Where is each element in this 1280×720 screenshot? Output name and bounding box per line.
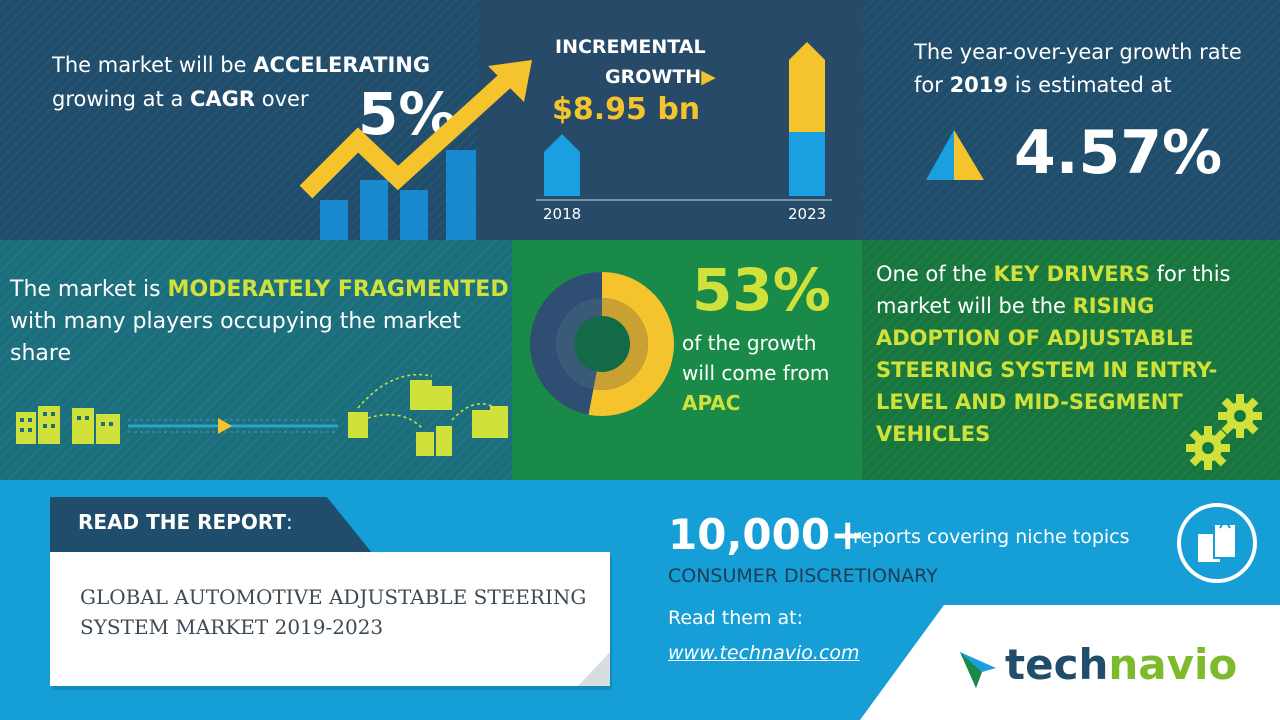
report-card[interactable] bbox=[50, 552, 610, 686]
year-2023-label: 2023 bbox=[788, 205, 827, 223]
region-text: of the growth will come from APAC bbox=[682, 328, 852, 418]
region-caption: of the growth will come from bbox=[682, 331, 830, 385]
growth-arrow-icon bbox=[300, 60, 532, 240]
triangle-icon bbox=[926, 130, 984, 180]
logo-banner bbox=[860, 605, 1280, 720]
incremental-value: $8.95 bn bbox=[552, 92, 701, 127]
fragmentation-post: with many players occupying the market s… bbox=[10, 309, 461, 366]
year-2018-label: 2018 bbox=[543, 205, 582, 223]
region-name: APAC bbox=[682, 391, 741, 415]
incremental-label-1: INCREMENTAL bbox=[555, 36, 706, 58]
cagr-panel bbox=[0, 0, 478, 240]
drivers-text: One of the KEY DRIVERS for this market w… bbox=[876, 258, 1268, 450]
cagr-text: The market will be ACCELERATING growing … bbox=[52, 48, 432, 116]
bar-2018 bbox=[544, 134, 580, 196]
cagr-line2: growing at a bbox=[52, 87, 190, 111]
shopping-bag-icon bbox=[1177, 503, 1257, 583]
yoy-panel bbox=[862, 0, 1280, 240]
reports-count: 10,000+ bbox=[668, 510, 866, 559]
yoy-year: 2019 bbox=[949, 73, 1009, 97]
drivers-pre: One of the bbox=[876, 262, 994, 286]
report-tab-label: READ THE REPORT: bbox=[78, 510, 293, 534]
report-tab-colon: : bbox=[285, 510, 293, 534]
yoy-line2-post: is estimated at bbox=[1008, 73, 1172, 97]
reports-caption: reports covering niche topics bbox=[853, 526, 1130, 548]
report-tab bbox=[50, 497, 372, 553]
incremental-label: INCREMENTAL GROWTH▶ bbox=[555, 32, 716, 92]
logo-part2: navio bbox=[1108, 640, 1238, 689]
yoy-value: 4.57% bbox=[1014, 118, 1223, 188]
incremental-label-2: GROWTH bbox=[605, 66, 702, 88]
yoy-text: The year-over-year growth rate for 2019 … bbox=[914, 36, 1254, 102]
technavio-logo-icon bbox=[960, 652, 996, 688]
bar-2023-increment bbox=[789, 42, 825, 132]
drivers-key: KEY DRIVERS bbox=[993, 262, 1150, 286]
cagr-accelerating: ACCELERATING bbox=[253, 53, 431, 77]
fragmentation-pre: The market is bbox=[10, 277, 168, 302]
report-tab-text: READ THE REPORT bbox=[78, 510, 286, 534]
read-them-label: Read them at: bbox=[668, 607, 804, 629]
category-label: CONSUMER DISCRETIONARY bbox=[668, 565, 938, 587]
website-link[interactable]: www.technavio.com bbox=[668, 642, 860, 664]
fragmentation-em: MODERATELY FRAGMENTED bbox=[167, 277, 509, 302]
arrow-right-icon: ▶ bbox=[701, 66, 716, 88]
region-value: 53% bbox=[692, 256, 831, 324]
drivers-mid: for this market will be the bbox=[876, 262, 1231, 318]
drivers-em: RISING ADOPTION OF ADJUSTABLE STEERING S… bbox=[876, 294, 1218, 446]
yoy-line1: The year-over-year growth rate bbox=[914, 40, 1242, 64]
gears-icon bbox=[1186, 394, 1262, 470]
report-title[interactable]: GLOBAL AUTOMOTIVE ADJUSTABLE STEERING SY… bbox=[80, 585, 587, 639]
cagr-line1: The market will be bbox=[52, 53, 254, 77]
yoy-line2-pre: for bbox=[914, 73, 950, 97]
cagr-over: over bbox=[255, 87, 309, 111]
technavio-logo[interactable]: technavio bbox=[1005, 640, 1237, 689]
region-donut bbox=[530, 272, 674, 416]
logo-part1: tech bbox=[1005, 640, 1109, 689]
incremental-bars bbox=[536, 42, 832, 201]
buildings-icon bbox=[16, 373, 508, 456]
cagr-label: CAGR bbox=[190, 87, 256, 111]
fragmentation-text: The market is MODERATELY FRAGMENTED with… bbox=[10, 274, 510, 370]
